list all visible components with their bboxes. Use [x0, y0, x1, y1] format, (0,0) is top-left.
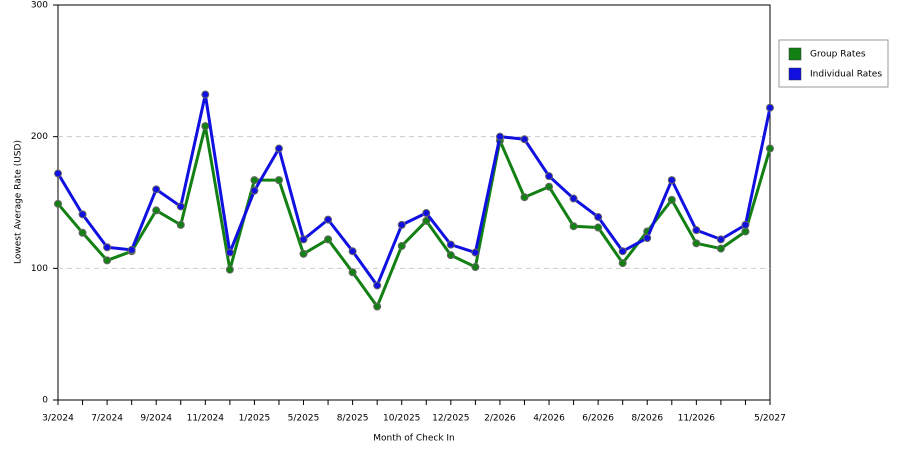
point [127, 245, 136, 254]
x-tick-label: 6/2026 [582, 414, 614, 424]
point [422, 216, 431, 225]
point [471, 263, 480, 272]
point [618, 259, 627, 268]
point [618, 247, 627, 256]
legend-label: Group Rates [810, 50, 866, 60]
point [495, 132, 504, 141]
point [397, 241, 406, 250]
x-axis-label: Month of Check In [373, 434, 455, 444]
point [299, 249, 308, 258]
legend-swatch [788, 47, 802, 61]
x-tick-label: 8/2026 [631, 414, 663, 424]
x-tick-label: 11/2026 [678, 414, 716, 424]
point [594, 212, 603, 221]
point [348, 247, 357, 256]
point [569, 222, 578, 231]
y-tick-label: 300 [31, 1, 48, 11]
series-line [56, 93, 772, 287]
point [324, 215, 333, 224]
x-tick-label: 2/2026 [484, 414, 516, 424]
x-tick-label: 11/2024 [187, 414, 225, 424]
point [692, 239, 701, 248]
y-tick-label: 200 [31, 132, 48, 142]
point [471, 248, 480, 257]
point [397, 220, 406, 229]
point [643, 234, 652, 243]
x-tick-label: 9/2024 [140, 414, 172, 424]
point [545, 172, 554, 181]
x-tick-label: 1/2025 [239, 414, 271, 424]
point [225, 265, 234, 274]
point [78, 228, 87, 237]
point [176, 220, 185, 229]
point [766, 103, 774, 112]
x-tick-label: 5/2025 [288, 414, 320, 424]
point [152, 185, 161, 194]
point [324, 235, 333, 244]
point [692, 226, 701, 235]
point [348, 268, 357, 277]
point [299, 235, 308, 244]
point [103, 256, 112, 265]
point [667, 176, 676, 185]
x-tick-label: 4/2026 [533, 414, 565, 424]
point [520, 135, 529, 144]
point [594, 223, 603, 232]
point [201, 122, 210, 131]
point [520, 193, 529, 202]
x-tick-label: 8/2025 [337, 414, 369, 424]
point [741, 220, 750, 229]
point [667, 195, 676, 204]
point [176, 202, 185, 211]
point [54, 169, 62, 178]
y-tick-label: 0 [42, 396, 48, 406]
point [422, 209, 431, 218]
point [545, 182, 554, 191]
point [225, 248, 234, 257]
legend-swatch [788, 67, 802, 81]
point [152, 206, 161, 215]
x-tick-label: 7/2024 [91, 414, 123, 424]
point [250, 186, 259, 195]
x-tick-label: 10/2025 [383, 414, 420, 424]
point [78, 210, 87, 219]
point [250, 176, 259, 185]
y-axis-label: Lowest Average Rate (USD) [14, 140, 24, 264]
x-tick-label: 12/2025 [432, 414, 469, 424]
point [274, 144, 283, 153]
x-tick-label: 3/2024 [42, 414, 74, 424]
point [54, 199, 62, 208]
point [201, 90, 210, 99]
point [569, 194, 578, 203]
point [446, 240, 455, 249]
x-tick-label: 5/2027 [754, 414, 786, 424]
point [716, 235, 725, 244]
legend-label: Individual Rates [810, 70, 882, 80]
point [274, 176, 283, 185]
point [373, 302, 382, 311]
point [446, 251, 455, 260]
y-tick-label: 100 [31, 264, 48, 274]
point [766, 144, 774, 153]
point [741, 227, 750, 236]
point [103, 243, 112, 252]
point [716, 244, 725, 253]
point [373, 281, 382, 290]
